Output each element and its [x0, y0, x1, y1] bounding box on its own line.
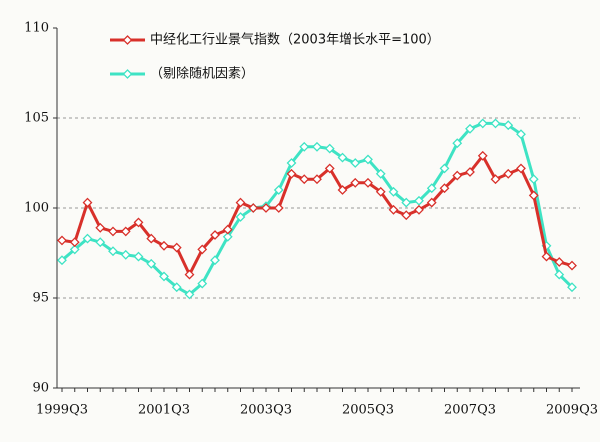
y-tick-label: 90 [32, 381, 49, 396]
marker [69, 244, 80, 255]
marker [426, 183, 437, 194]
marker [108, 246, 118, 257]
marker [528, 190, 539, 201]
marker [324, 143, 335, 154]
marker [388, 186, 399, 197]
marker [477, 150, 488, 161]
marker [312, 141, 322, 152]
marker [95, 222, 106, 233]
marker [184, 289, 195, 300]
marker [57, 255, 67, 266]
marker [108, 226, 118, 237]
marker [503, 168, 514, 179]
marker [439, 163, 450, 174]
marker [465, 123, 475, 134]
marker [337, 152, 348, 163]
marker [261, 203, 271, 213]
marker [235, 197, 246, 208]
x-tick-label: 2007Q3 [444, 403, 496, 418]
marker [197, 278, 208, 289]
marker [388, 204, 399, 215]
marker [350, 158, 361, 168]
marker [82, 197, 93, 208]
x-tick-label: 2009Q3 [546, 403, 598, 418]
marker [516, 129, 526, 140]
marker [222, 224, 233, 235]
marker [82, 233, 93, 244]
marker [528, 174, 539, 185]
y-tick-label: 95 [32, 291, 49, 306]
x-tick-label: 2001Q3 [138, 403, 190, 418]
marker [120, 226, 131, 237]
marker [363, 177, 373, 188]
marker [503, 120, 514, 131]
marker [69, 237, 80, 248]
marker [210, 255, 220, 266]
marker [210, 230, 220, 240]
x-tick-label: 2003Q3 [240, 403, 292, 418]
marker [541, 251, 552, 262]
marker [146, 258, 157, 269]
legend-marker [122, 69, 133, 79]
marker [159, 271, 169, 282]
marker [554, 257, 565, 267]
marker [401, 197, 412, 208]
marker [286, 158, 297, 168]
marker [273, 185, 284, 195]
marker [452, 170, 463, 181]
marker [286, 168, 297, 179]
x-tick-label: 2005Q3 [342, 403, 394, 418]
marker [414, 204, 424, 215]
marker [299, 174, 310, 185]
marker [337, 185, 348, 195]
y-tick-label: 105 [24, 111, 49, 126]
marker [324, 163, 335, 174]
marker [490, 174, 501, 185]
marker [401, 210, 412, 221]
marker [248, 203, 259, 213]
marker [350, 177, 361, 188]
y-tick-label: 110 [24, 21, 49, 36]
marker [554, 269, 565, 280]
marker [133, 217, 144, 228]
marker [273, 203, 284, 213]
marker [516, 163, 526, 174]
marker [363, 154, 373, 165]
marker [452, 138, 463, 149]
marker [567, 260, 577, 271]
marker [171, 242, 182, 253]
marker [57, 235, 67, 246]
marker [439, 183, 450, 194]
marker [235, 212, 246, 222]
y-tick-label: 100 [24, 201, 49, 216]
marker [375, 186, 386, 197]
x-tick-label: 1999Q3 [36, 403, 88, 418]
marker [567, 282, 577, 293]
marker [95, 237, 106, 248]
marker [375, 168, 386, 179]
marker [299, 141, 310, 152]
legend-marker [122, 35, 133, 45]
legend-label: （剔除随机因素） [150, 67, 254, 82]
marker [146, 233, 157, 244]
marker [120, 249, 131, 260]
marker [171, 282, 182, 293]
marker [465, 167, 475, 177]
marker [222, 231, 233, 242]
legend-label: 中经化工行业景气指数（2003年增长水平=100） [150, 32, 440, 48]
marker [184, 269, 195, 280]
marker [133, 251, 144, 262]
marker [197, 244, 208, 255]
marker [414, 195, 424, 206]
marker [312, 174, 322, 185]
marker [159, 240, 169, 251]
marker [477, 118, 488, 129]
marker [490, 118, 501, 129]
marker [426, 197, 437, 208]
